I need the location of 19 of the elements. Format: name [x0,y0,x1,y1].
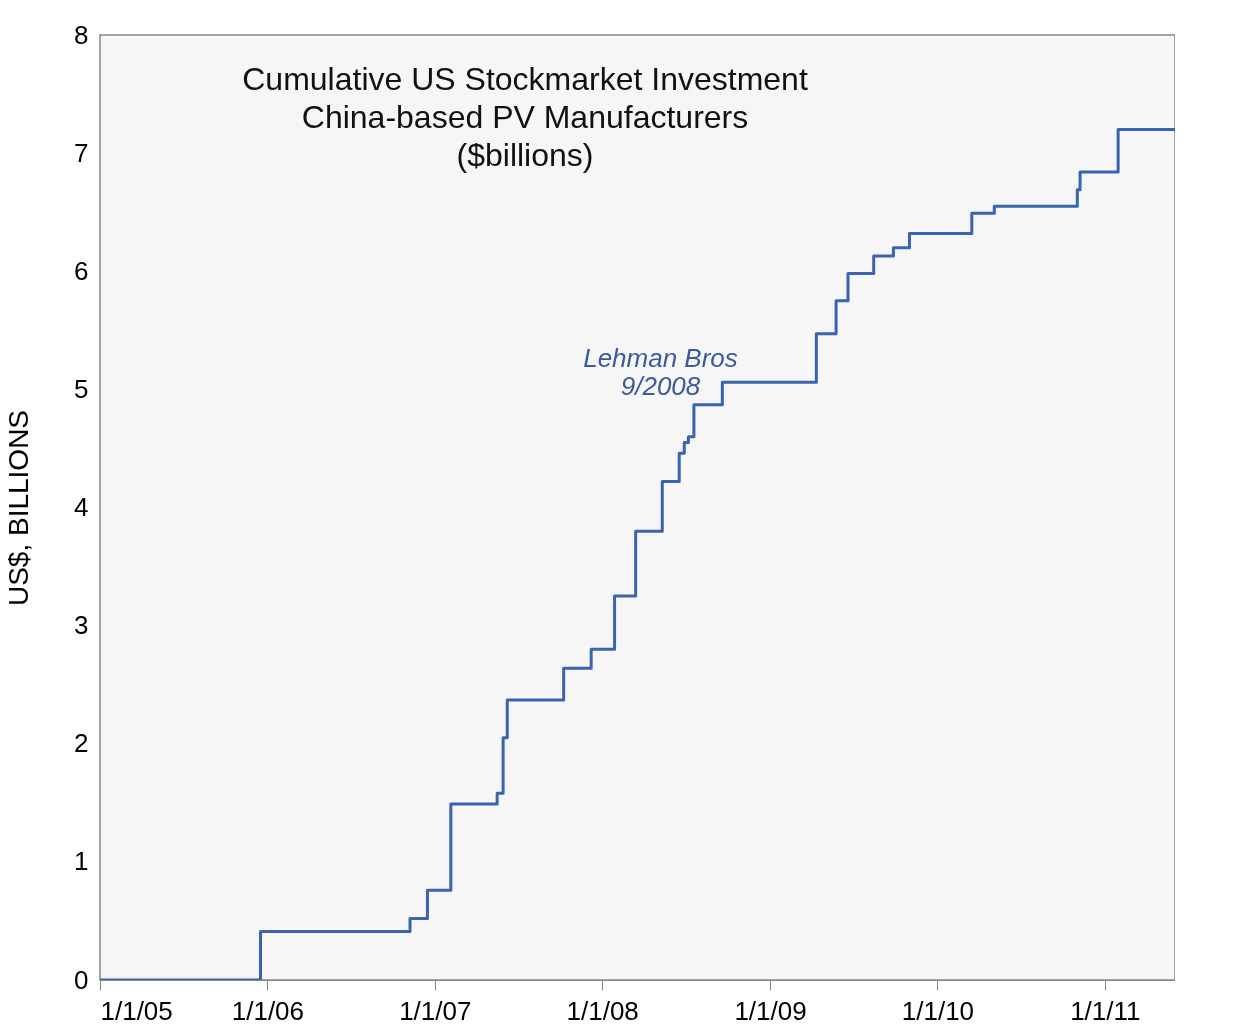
x-tick-label: 1/1/07 [399,995,472,1026]
y-tick-label: 1 [74,846,89,877]
annotation: Lehman Bros 9/2008 [583,343,738,402]
y-tick-label: 8 [74,19,89,50]
y-axis-title: US$, BILLIONS [3,409,35,607]
x-tick-label: 1/1/10 [901,995,975,1026]
x-tick-label: 1/1/11 [1070,995,1141,1026]
x-tick-label: 1/1/08 [566,995,639,1026]
y-tick-label: 6 [74,255,89,286]
x-tick-label: 1/1/06 [231,995,305,1026]
y-tick-label: 2 [74,728,89,759]
y-tick-label: 7 [74,137,89,168]
y-tick-label: 4 [74,492,89,522]
x-tick-label: 1/1/05 [100,995,173,1026]
text: Cumulative US Stockmarket Investment China-based PV Manufacturers ($billions) [242,61,808,173]
y-tick-label: 5 [74,373,89,404]
y-tick-label: 0 [74,964,89,995]
y-tick-label: 3 [74,610,89,641]
x-tick-label: 1/1/09 [734,995,807,1026]
